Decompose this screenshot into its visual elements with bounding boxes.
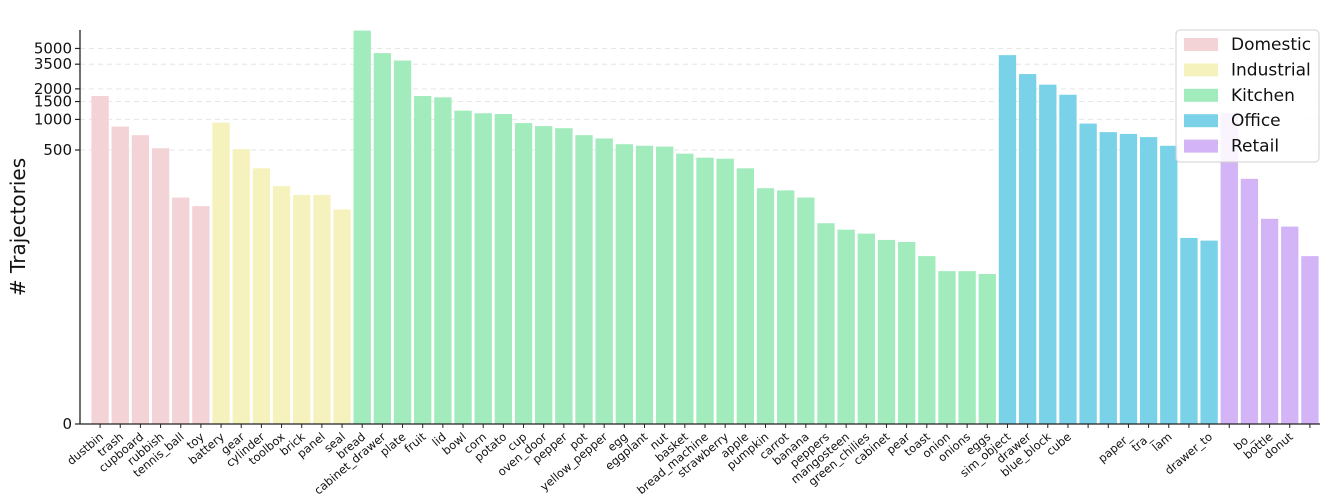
- y-tick-label: 2000: [34, 80, 72, 98]
- bar: [313, 195, 331, 424]
- bars: [91, 30, 1319, 425]
- y-tick-label: 0: [62, 415, 72, 433]
- bar: [535, 126, 553, 425]
- x-tick-label: lam: [1149, 430, 1174, 455]
- bar: [1018, 74, 1037, 425]
- bar: [817, 223, 835, 424]
- bar: [454, 110, 472, 424]
- bar: [635, 145, 654, 425]
- legend-label: Office: [1231, 111, 1281, 131]
- bar: [272, 186, 291, 424]
- bar: [111, 126, 129, 424]
- y-tick-label: 3500: [34, 55, 72, 73]
- bar: [797, 197, 815, 424]
- legend-swatch: [1184, 114, 1218, 128]
- bar: [1079, 123, 1097, 425]
- bar: [958, 271, 976, 424]
- y-tick-label: 500: [43, 141, 72, 159]
- legend-label: Retail: [1231, 137, 1279, 157]
- bar: [353, 30, 371, 424]
- bar: [1180, 237, 1198, 424]
- bar: [676, 153, 694, 424]
- bar: [1039, 84, 1057, 424]
- bar: [877, 239, 896, 424]
- bar: [1119, 133, 1138, 424]
- bar: [575, 135, 593, 424]
- bar: [615, 144, 634, 424]
- legend-swatch: [1184, 63, 1218, 77]
- bar: [1139, 137, 1158, 424]
- bar: [736, 168, 754, 424]
- bar: [1260, 218, 1279, 424]
- bar: [595, 138, 613, 424]
- bar: [1301, 256, 1319, 424]
- y-tick-label: 1500: [34, 93, 72, 111]
- bar: [857, 233, 875, 424]
- bar: [414, 96, 432, 425]
- bar: [555, 128, 573, 424]
- bar: [1240, 178, 1259, 424]
- legend-swatch: [1184, 139, 1218, 153]
- legend-frame: [1175, 29, 1320, 163]
- bar: [1220, 113, 1238, 425]
- bar: [1160, 145, 1178, 425]
- axes: [79, 30, 1320, 425]
- legend-label: Domestic: [1231, 35, 1311, 55]
- bar: [1059, 94, 1077, 424]
- bar: [656, 146, 674, 424]
- bar: [232, 149, 250, 424]
- bar: [776, 190, 795, 424]
- bar: [333, 209, 351, 424]
- bar: [696, 157, 714, 424]
- y-tick-label: 1000: [34, 110, 72, 128]
- bar: [514, 123, 533, 425]
- bar: [252, 168, 271, 424]
- bar: [474, 113, 492, 425]
- bar: [212, 122, 230, 424]
- legend-swatch: [1184, 88, 1218, 102]
- x-ticks: dustbintrashcupboardrubbishtennis_ballto…: [64, 424, 1311, 497]
- bar: [978, 273, 996, 424]
- legend-label: Kitchen: [1231, 86, 1295, 106]
- bar: [1281, 226, 1299, 424]
- bar: [373, 53, 392, 425]
- legend: Domestic Industrial Kitchen Office Retail: [1175, 29, 1320, 163]
- y-axis-title: # Trajectories: [6, 158, 30, 296]
- bar: [918, 256, 936, 424]
- bar: [434, 97, 452, 424]
- bar: [494, 114, 513, 425]
- x-tick-label: fruit: [401, 429, 429, 455]
- x-tick-label: paper_: [1095, 429, 1134, 465]
- bar: [998, 55, 1017, 424]
- bar: [151, 148, 170, 424]
- bar: [837, 229, 855, 424]
- bar: [1099, 132, 1117, 425]
- bar: [293, 195, 311, 424]
- bar: [1200, 240, 1218, 424]
- bar: [131, 135, 150, 424]
- bar: [716, 158, 734, 425]
- bar: [897, 242, 916, 424]
- legend-swatch: [1184, 38, 1218, 51]
- bar: [756, 188, 775, 424]
- legend-label: Industrial: [1231, 60, 1311, 80]
- bar: [938, 271, 956, 424]
- bar: [393, 60, 412, 424]
- y-tick-label: 5000: [34, 39, 72, 57]
- bar: [91, 96, 109, 425]
- bar: [192, 206, 210, 424]
- x-tick-label: eggplant: [602, 429, 650, 473]
- bar: [172, 197, 190, 424]
